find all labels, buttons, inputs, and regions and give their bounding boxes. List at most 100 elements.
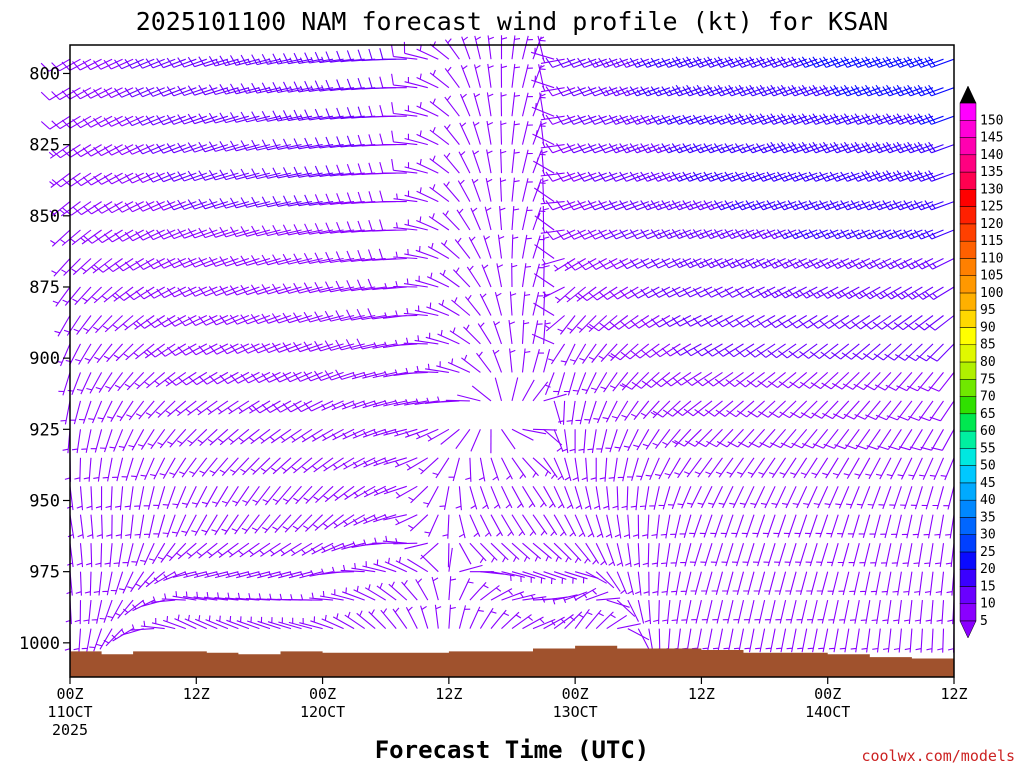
wind-barb [609, 315, 639, 330]
wind-barb [808, 171, 839, 182]
wind-barb [393, 193, 418, 203]
wind-barb [619, 114, 649, 125]
wind-barb [257, 616, 281, 630]
wind-barb [439, 269, 460, 288]
wind-barb [261, 400, 292, 413]
wind-barb [469, 582, 489, 601]
wind-barb [187, 199, 218, 210]
wind-barb [768, 457, 787, 479]
wind-barb [532, 130, 555, 146]
wind-barb [671, 171, 702, 182]
wind-barb [724, 171, 755, 182]
wind-barb [83, 600, 92, 625]
wind-barb [404, 190, 428, 203]
wind-barb [852, 343, 881, 360]
wind-barb [609, 286, 639, 300]
wind-barb [187, 170, 218, 182]
wind-barb [897, 457, 913, 480]
wind-barb [684, 428, 713, 447]
wind-barb [575, 400, 587, 425]
wind-barb [177, 315, 208, 327]
wind-barb [145, 86, 176, 97]
wind-barb [670, 514, 681, 539]
wind-barb [486, 120, 494, 145]
wind-barb [661, 286, 692, 298]
wind-barb [839, 599, 850, 624]
wind-barb [679, 514, 692, 538]
wind-barb [929, 400, 955, 422]
wind-barb [448, 604, 456, 629]
wind-barb [415, 578, 429, 601]
wind-barb [156, 229, 187, 240]
wind-barb [619, 258, 650, 270]
wind-barb [830, 315, 860, 330]
wind-barb [166, 57, 197, 68]
wind-barb [882, 600, 892, 624]
wind-barb [196, 542, 218, 559]
wind-barb [272, 400, 302, 413]
wind-barb [598, 143, 628, 154]
wind-barb [764, 599, 776, 624]
wind-barb [427, 242, 450, 259]
wind-barb [240, 226, 271, 237]
wind-barb [741, 514, 755, 538]
wind-barb [449, 327, 471, 345]
wind-barb [356, 338, 386, 350]
wind-barb [414, 365, 439, 373]
wind-barb [704, 400, 734, 417]
wind-barb [913, 170, 944, 182]
wind-barb [640, 86, 671, 97]
wind-barb [341, 400, 365, 410]
wind-barb [84, 343, 103, 364]
wind-barb [94, 343, 113, 364]
wind-barb [681, 599, 692, 624]
wind-barb [606, 571, 621, 592]
wind-barb [383, 399, 407, 407]
wind-barb [104, 543, 113, 568]
wind-barb [577, 171, 607, 182]
wind-barb [777, 84, 807, 97]
wind-barb [93, 201, 123, 214]
wind-barb [314, 340, 344, 352]
surface-terrain [70, 645, 954, 677]
wind-barb [414, 398, 439, 405]
wind-barb [629, 57, 660, 68]
wind-barb [566, 400, 576, 425]
wind-barb [172, 571, 197, 578]
wind-barb [436, 361, 460, 373]
wind-barb [739, 486, 755, 509]
wind-barb [497, 234, 505, 259]
wind-barb [500, 35, 508, 60]
wind-barb [610, 343, 639, 361]
wind-barb [584, 486, 592, 510]
wind-barb [187, 286, 218, 297]
wind-barb [281, 457, 302, 474]
colorbar-label: 130 [980, 182, 1003, 197]
wind-barb [427, 428, 450, 442]
wind-barb [368, 609, 387, 629]
wind-barb [925, 600, 934, 625]
wind-barb [566, 86, 597, 97]
wind-barb [78, 400, 92, 424]
wind-barb [217, 542, 239, 558]
wind-barb [362, 561, 386, 573]
wind-barb [218, 428, 239, 446]
wind-barb [61, 58, 92, 71]
wind-barb [208, 56, 239, 67]
wind-barb [544, 372, 555, 395]
wind-barb [829, 141, 860, 154]
wind-barb [324, 340, 355, 351]
wind-barb [692, 229, 723, 240]
colorbar-label: 25 [980, 545, 996, 560]
wind-barb [564, 611, 585, 629]
wind-barb [532, 36, 546, 60]
wind-barb [372, 342, 397, 349]
wind-barb [493, 321, 503, 345]
wind-barb [616, 571, 628, 595]
colorbar-swatch [959, 586, 977, 605]
wind-barb [758, 457, 776, 479]
wind-barb [561, 429, 569, 454]
wind-barb [87, 514, 94, 539]
wind-barb [645, 457, 660, 481]
wind-barb [816, 571, 829, 595]
